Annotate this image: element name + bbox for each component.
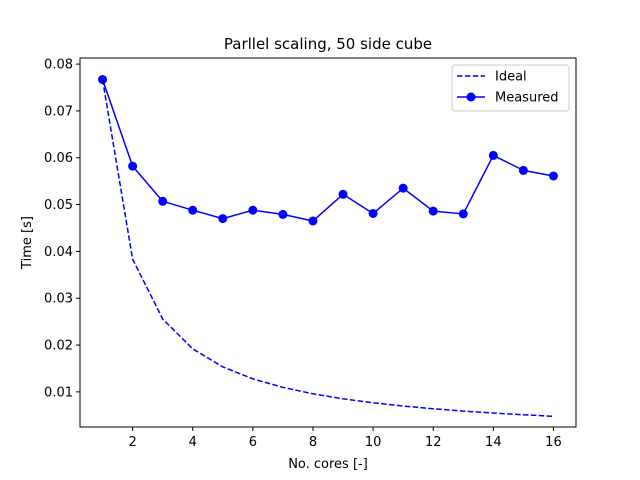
chart-title: Parllel scaling, 50 side cube [224,35,432,53]
x-tick-label: 2 [128,435,136,450]
x-axis: 2 4 6 8 10 12 14 16 [128,427,562,450]
data-point-measured [458,209,468,219]
data-point-measured [368,208,378,218]
x-tick-label: 10 [365,435,382,450]
plot-area [80,58,576,427]
x-tick-label: 8 [309,435,317,450]
data-point-measured [338,189,348,199]
data-point-measured [218,214,228,224]
y-tick-label: 0.06 [44,151,73,166]
data-point-measured [128,161,138,171]
series-layer [98,75,558,418]
y-axis-title: Time [s] [20,216,35,270]
x-tick-label: 14 [485,435,502,450]
data-point-measured [188,205,198,215]
legend: Ideal Measured [451,64,570,112]
data-point-measured [278,209,288,219]
data-point-measured [518,165,528,175]
y-tick-label: 0.02 [44,339,73,354]
data-point-measured [308,216,318,226]
data-point-measured [158,196,168,206]
y-tick-label: 0.01 [44,385,73,400]
series-line-measured [101,79,554,222]
y-axis: 0.01 0.02 0.03 0.04 0.05 0.06 0.07 0.08 [44,58,80,400]
x-tick-label: 12 [425,435,442,450]
y-tick-label: 0.04 [44,245,73,260]
legend-label-measured: Measured [495,91,559,106]
series-line-ideal [101,79,554,418]
x-tick-label: 6 [249,435,257,450]
legend-marker-measured [466,92,476,102]
data-point-measured [428,206,438,216]
data-point-measured [488,150,498,160]
data-point-measured [98,75,108,85]
y-tick-label: 0.05 [44,198,73,213]
plot-frame [79,57,577,428]
data-point-measured [398,183,408,193]
x-tick-label: 16 [545,435,562,450]
data-point-measured [248,205,258,215]
legend-label-ideal: Ideal [495,70,527,85]
x-axis-title: No. cores [-] [288,457,368,472]
data-point-measured [548,171,558,181]
x-tick-label: 4 [189,435,197,450]
y-tick-label: 0.08 [44,58,73,73]
y-tick-label: 0.07 [44,104,73,119]
y-tick-label: 0.03 [44,292,73,307]
